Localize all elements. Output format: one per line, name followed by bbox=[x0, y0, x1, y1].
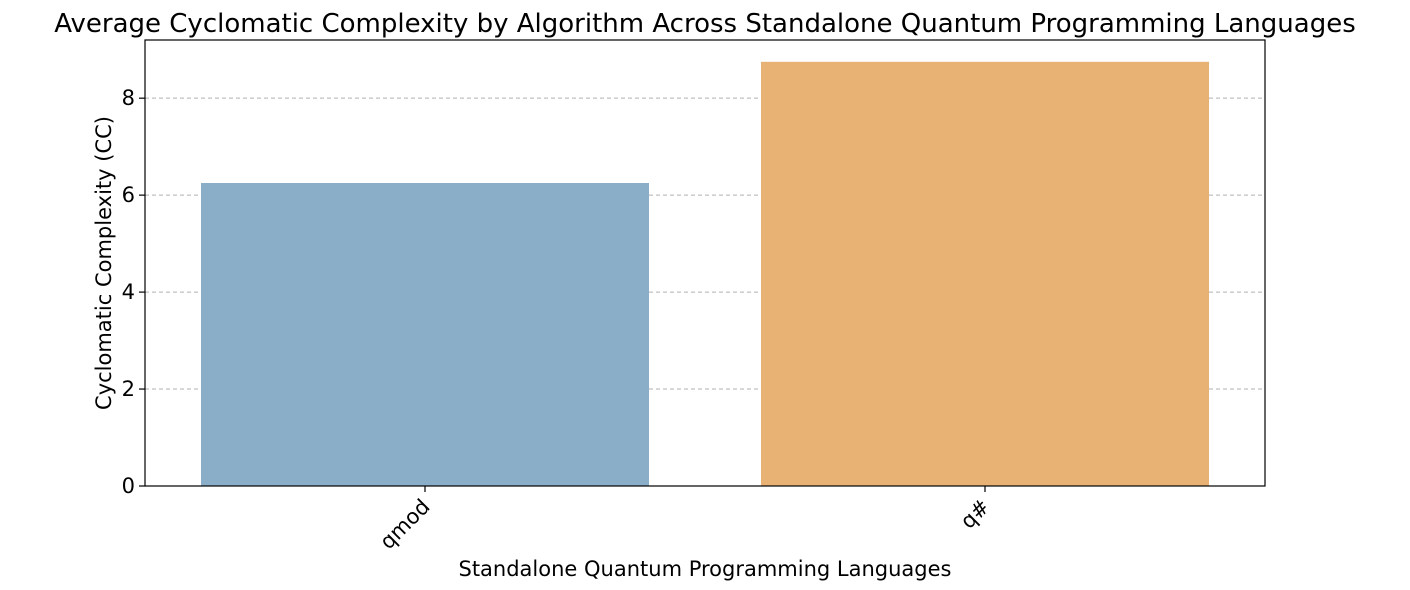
x-axis-label: Standalone Quantum Programming Languages bbox=[458, 557, 951, 581]
y-tick-label: 2 bbox=[122, 377, 135, 401]
y-tick-label: 0 bbox=[122, 474, 135, 498]
bars bbox=[201, 61, 1209, 486]
y-tick-label: 4 bbox=[122, 280, 135, 304]
bar-q# bbox=[761, 61, 1209, 486]
x-ticks: qmod q# bbox=[375, 486, 995, 554]
axes bbox=[144, 39, 1266, 487]
chart-title: Average Cyclomatic Complexity by Algorit… bbox=[54, 9, 1356, 39]
y-tick-label: 8 bbox=[122, 86, 135, 110]
bar-qmod bbox=[201, 183, 649, 486]
plot-frame bbox=[144, 39, 1266, 487]
y-axis-label: Cyclomatic Complexity (CC) bbox=[92, 116, 116, 410]
x-tick-label: qmod bbox=[375, 495, 434, 554]
x-tick-label: q# bbox=[956, 495, 995, 534]
y-tick-label: 6 bbox=[122, 183, 135, 207]
y-ticks: 0 2 4 6 8 bbox=[122, 86, 145, 498]
